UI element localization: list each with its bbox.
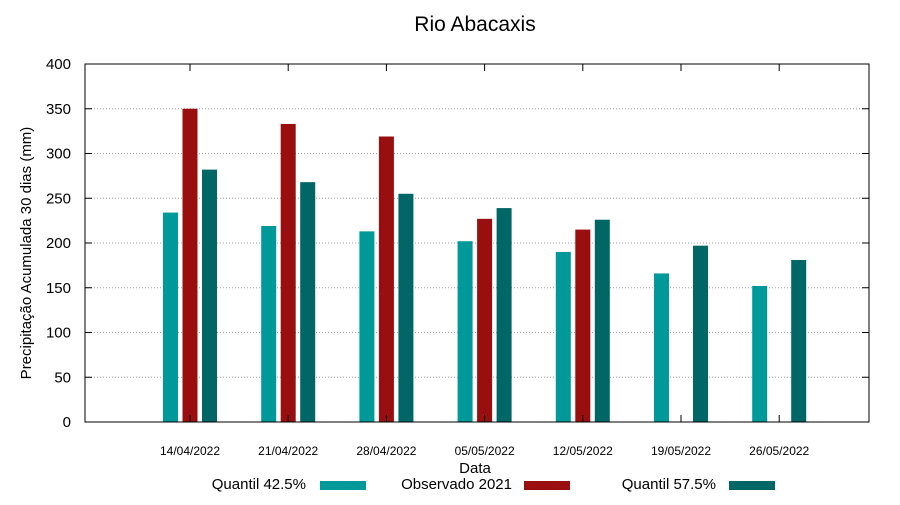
bar <box>752 285 768 422</box>
y-tick-label: 0 <box>63 414 71 431</box>
legend: Quantil 42.5% Observado 2021 Quantil 57.5% <box>212 476 775 493</box>
x-tick-label: 14/04/2022 <box>160 444 220 458</box>
x-axis-label: Data <box>459 460 491 477</box>
bar <box>261 225 277 422</box>
bar <box>654 273 669 422</box>
bar <box>496 208 512 422</box>
bar <box>163 212 178 422</box>
legend-swatch <box>320 481 366 490</box>
bar <box>457 241 473 422</box>
bar <box>594 219 610 422</box>
y-tick-label: 300 <box>46 146 71 163</box>
legend-label: Quantil 42.5% <box>212 476 306 493</box>
y-tick-label: 50 <box>54 369 71 386</box>
y-tick-label: 350 <box>46 101 71 118</box>
bar <box>378 136 394 422</box>
bar <box>280 123 296 422</box>
legend-label: Quantil 57.5% <box>622 476 716 493</box>
x-tick-label: 21/04/2022 <box>258 444 318 458</box>
bar <box>359 231 375 422</box>
x-tick-label: 05/05/2022 <box>455 444 515 458</box>
legend-label: Observado 2021 <box>401 476 512 493</box>
y-tick-label: 100 <box>46 325 71 342</box>
bar <box>202 169 217 422</box>
x-tick-label: 19/05/2022 <box>651 444 711 458</box>
bar <box>398 193 414 422</box>
x-tick-label: 26/05/2022 <box>749 444 809 458</box>
bar <box>693 245 708 422</box>
bar <box>182 108 198 422</box>
bars-layer <box>163 108 807 422</box>
x-tick-label: 28/04/2022 <box>356 444 416 458</box>
legend-swatch <box>729 481 775 490</box>
x-ticks: 14/04/2022 21/04/2022 28/04/2022 05/05/2022… <box>160 64 810 458</box>
y-tick-label: 400 <box>46 56 71 73</box>
y-tick-label: 250 <box>46 190 71 207</box>
bar <box>791 260 807 422</box>
bar <box>555 251 571 422</box>
y-tick-label: 200 <box>46 235 71 252</box>
x-tick-label: 12/05/2022 <box>553 444 613 458</box>
y-axis-label: Precipitação Acumulada 30 dias (mm) <box>18 127 35 380</box>
legend-swatch <box>524 481 570 490</box>
bar <box>575 229 591 422</box>
bar <box>477 218 493 422</box>
y-ticks: 0 50 100 150 200 250 300 350 400 <box>46 56 869 431</box>
chart-title: Rio Abacaxis <box>414 13 535 36</box>
y-tick-label: 150 <box>46 280 71 297</box>
bar <box>300 182 316 422</box>
